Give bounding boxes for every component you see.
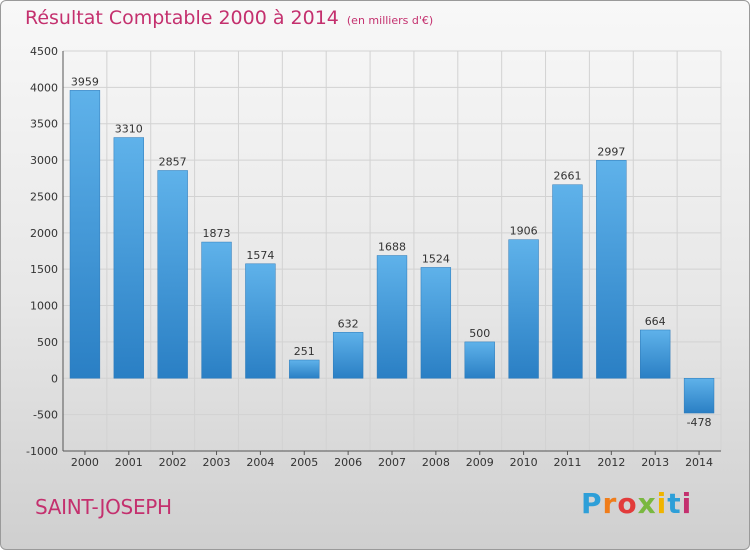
chart-title: Résultat Comptable 2000 à 2014 [25, 7, 339, 29]
x-tick-label-2003: 2003 [203, 456, 231, 469]
data-label-2001: 3310 [115, 123, 143, 136]
x-tick-label-2002: 2002 [159, 456, 187, 469]
x-tick-label-2008: 2008 [422, 456, 450, 469]
x-tick-label-2014: 2014 [685, 456, 713, 469]
bar-2012 [596, 160, 627, 379]
x-tick-label-2011: 2011 [553, 456, 581, 469]
bar-2008 [420, 267, 452, 379]
data-label-2000: 3959 [71, 75, 99, 88]
y-tick-label: -1000 [26, 445, 58, 458]
chart-unit-note: (en milliers d'€) [346, 14, 434, 27]
bar-2009 [464, 341, 495, 379]
data-label-2005: 251 [294, 345, 315, 358]
chart-title-block: Résultat Comptable 2000 à 2014 (en millie… [25, 7, 433, 29]
data-label-2008: 1524 [422, 252, 450, 265]
x-tick-label-2004: 2004 [246, 456, 274, 469]
city-name: SAINT-JOSEPH [35, 495, 172, 519]
x-tick-label-2010: 2010 [510, 456, 538, 469]
proxiti-logo[interactable]: Proxiti [581, 487, 692, 520]
bar-2005 [289, 359, 320, 379]
bar-2003 [201, 241, 232, 379]
y-tick-label: 500 [37, 336, 58, 349]
y-tick-label: -500 [33, 409, 58, 422]
x-tick-label-2012: 2012 [597, 456, 625, 469]
logo-letter: t [667, 487, 682, 520]
bar-2002 [157, 170, 188, 379]
y-tick-label: 1000 [30, 300, 58, 313]
bar-2010 [508, 239, 539, 379]
x-tick-label-2013: 2013 [641, 456, 669, 469]
y-tick-label: 4000 [30, 81, 58, 94]
data-label-2002: 2857 [159, 155, 187, 168]
bar-2013 [640, 329, 671, 379]
y-tick-label: 0 [51, 372, 58, 385]
data-label-2009: 500 [469, 327, 490, 340]
x-tick-label-2000: 2000 [71, 456, 99, 469]
x-tick-label-2009: 2009 [466, 456, 494, 469]
data-label-2013: 664 [645, 315, 666, 328]
bar-2000 [69, 90, 101, 379]
data-label-2011: 2661 [553, 170, 581, 183]
data-label-2014: -478 [687, 416, 712, 429]
y-tick-label: 4500 [30, 45, 58, 58]
y-tick-label: 3500 [30, 118, 58, 131]
logo-letter: r [602, 487, 618, 520]
bar-2004 [245, 263, 276, 379]
y-tick-label: 2500 [30, 190, 58, 203]
logo-letter: P [581, 487, 603, 520]
y-tick-label: 3000 [30, 154, 58, 167]
data-label-2007: 1688 [378, 241, 406, 254]
data-label-2006: 632 [338, 317, 359, 330]
bar-2007 [376, 255, 408, 379]
logo-letter: x [637, 487, 657, 520]
x-tick-label-2001: 2001 [115, 456, 143, 469]
data-label-2012: 2997 [597, 145, 625, 158]
y-tick-label: 1500 [30, 263, 58, 276]
x-tick-label-2006: 2006 [334, 456, 362, 469]
bar-2014 [683, 378, 715, 414]
logo-letter: i [656, 487, 668, 520]
bar-2001 [113, 137, 144, 379]
bar-2006 [332, 332, 364, 379]
y-tick-label: 2000 [30, 227, 58, 240]
data-label-2010: 1906 [510, 225, 538, 238]
data-label-2004: 1574 [246, 249, 274, 262]
logo-letter: i [681, 487, 693, 520]
bar-2011 [552, 184, 583, 379]
logo-letter: o [617, 487, 638, 520]
x-tick-label-2007: 2007 [378, 456, 406, 469]
x-tick-label-2005: 2005 [290, 456, 318, 469]
data-label-2003: 1873 [203, 227, 231, 240]
